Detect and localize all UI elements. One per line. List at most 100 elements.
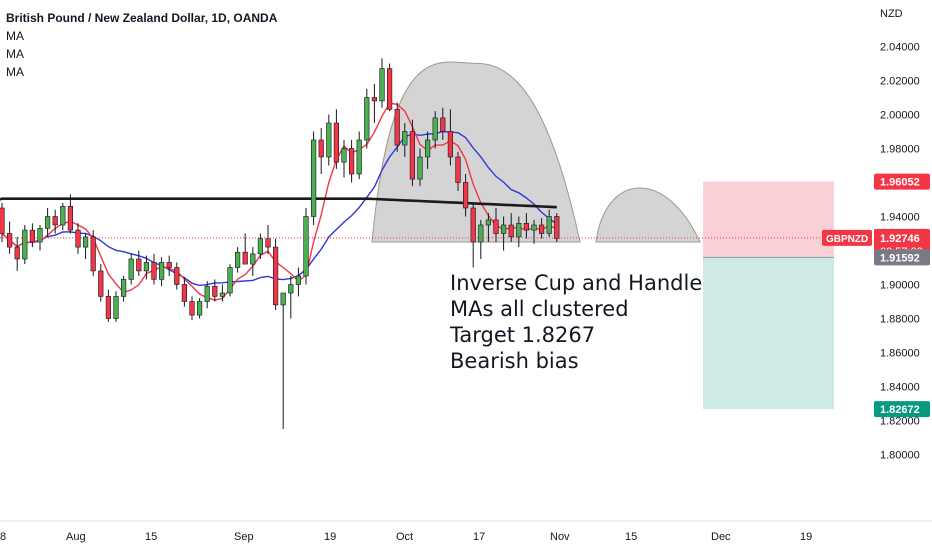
candle-body[interactable] [333,122,340,163]
candle-body[interactable] [136,258,142,272]
chart-title: British Pound / New Zealand Dollar, 1D, … [6,11,278,25]
candle-body[interactable] [485,219,492,226]
price-tick-label: 1.90000 [880,280,920,292]
candle-body[interactable] [14,246,20,260]
candle-body[interactable] [60,206,66,226]
candle-body[interactable] [189,301,195,316]
candle-body[interactable] [516,223,522,238]
candle-body[interactable] [29,229,36,243]
candle-body[interactable] [181,284,188,302]
candle-body[interactable] [364,97,370,141]
time-tick-label: 19 [324,531,336,543]
candle-body[interactable] [113,296,119,319]
price-tick-label: 1.84000 [880,382,920,394]
annotation-line-1: Inverse Cup and Handle [450,271,703,295]
candle-body[interactable] [143,262,150,272]
candle-body[interactable] [462,182,469,209]
candle-body[interactable] [500,224,507,234]
candle-body[interactable] [341,148,347,163]
candle-body[interactable] [531,224,537,231]
candle-body[interactable] [151,262,157,280]
candle-body[interactable] [310,139,317,217]
candle-body[interactable] [455,156,461,183]
candle-body[interactable] [98,270,104,297]
candle-body[interactable] [424,139,431,158]
candle-body[interactable] [417,156,423,180]
candle-body[interactable] [197,301,203,316]
price-tick-label: 1.88000 [880,314,920,326]
candle-body[interactable] [90,236,96,272]
candle-body[interactable] [386,68,393,110]
candle-body[interactable] [0,207,5,234]
time-tick-label: Nov [550,531,570,543]
time-tick-label: Dec [711,531,731,543]
candle-body[interactable] [409,131,416,180]
ma-indicator-1[interactable]: MA [6,29,24,43]
ma-indicator-2[interactable]: MA [6,47,24,61]
candle-body[interactable] [174,267,180,285]
candle-body[interactable] [326,122,332,158]
candle-body[interactable] [204,285,210,302]
candle-body[interactable] [166,262,172,268]
candle-body[interactable] [22,229,28,260]
time-tick-label: Aug [66,531,86,543]
candle-body[interactable] [37,228,43,243]
candle-body[interactable] [212,285,218,297]
candle-body[interactable] [348,148,355,175]
time-tick-label: 19 [800,531,812,543]
candle-body[interactable] [44,216,51,229]
candle-body[interactable] [159,262,165,280]
candle-body[interactable] [257,238,264,255]
candle-body[interactable] [83,236,89,248]
price-tick-label: 2.00000 [880,110,920,122]
stop-price-badge-bg [874,173,930,190]
candle-body[interactable] [523,223,529,231]
candle-body[interactable] [219,292,226,297]
candle-body[interactable] [235,251,241,268]
candle-body[interactable] [280,292,286,306]
symbol-badge: GBPNZD [826,234,868,245]
candle-body[interactable] [128,258,134,280]
candle-body[interactable] [493,219,499,234]
risk-zone [703,181,834,258]
candle-body[interactable] [288,284,294,294]
candle-body[interactable] [356,139,362,175]
candle-body[interactable] [250,253,256,265]
target-price-badge-bg [874,401,930,418]
candle-body[interactable] [265,238,271,248]
candle-body[interactable] [52,216,58,226]
ma-indicator-3[interactable]: MA [6,65,24,79]
entry-price-badge-bg [874,249,930,266]
candle-body[interactable] [379,68,385,102]
candle-body[interactable] [105,296,111,319]
candle-body[interactable] [394,109,400,146]
candle-body[interactable] [318,139,324,158]
candle-body[interactable] [470,207,476,243]
candle-body[interactable] [554,216,560,239]
candle-body[interactable] [7,233,13,248]
time-tick-label: 8 [0,531,6,543]
candle-body[interactable] [242,251,248,265]
candle-body[interactable] [371,97,378,102]
candle-body[interactable] [440,117,446,132]
candle-body[interactable] [432,117,438,141]
candle-body[interactable] [295,275,302,285]
symbol-badge-bg [822,229,872,246]
candle-body[interactable] [227,267,233,294]
candle-body[interactable] [478,224,484,243]
chart-legend: British Pound / New Zealand Dollar, 1D, … [6,9,277,81]
candle-body[interactable] [121,279,127,297]
candle-body[interactable] [67,206,73,231]
price-tick-label: 2.04000 [880,42,920,54]
candle-body[interactable] [546,216,552,234]
candle-body[interactable] [272,246,279,306]
candle-body[interactable] [508,224,514,238]
candle-body[interactable] [402,131,408,146]
candle-body[interactable] [303,216,309,277]
stop-price-badge: 1.96052 [880,177,920,189]
candle-body[interactable] [75,229,81,248]
candle-body[interactable] [447,131,454,158]
candle-body[interactable] [538,224,545,234]
